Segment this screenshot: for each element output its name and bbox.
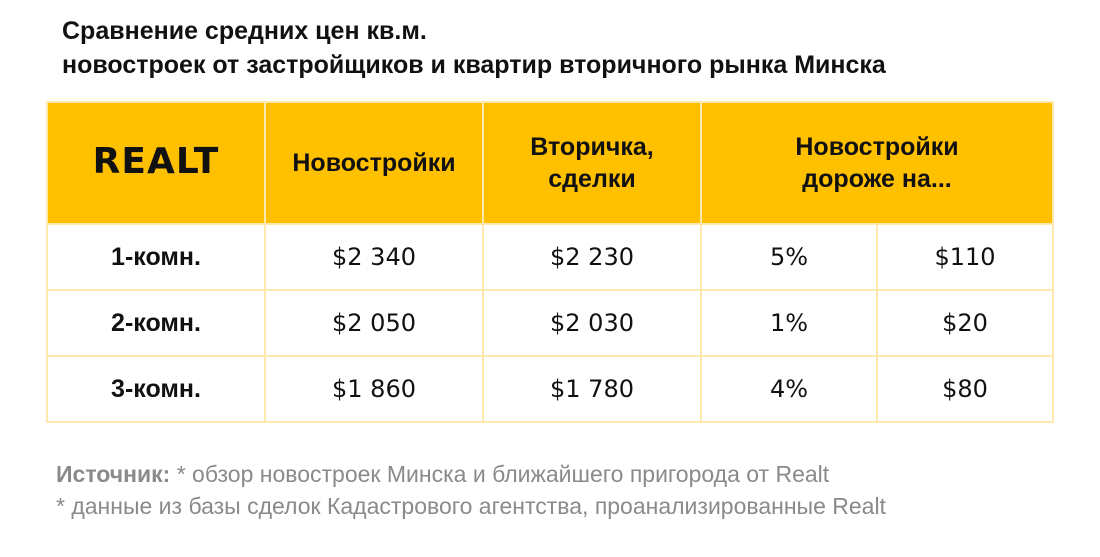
cell-secondary: $1 780 xyxy=(482,355,702,423)
source-line-1-text: * обзор новостроек Минска и ближайшего п… xyxy=(170,461,830,487)
source-line-2: * данные из базы сделок Кадастрового аге… xyxy=(56,493,886,519)
cell-diff-usd: $80 xyxy=(875,355,1055,423)
title-line-2: новостроек от застройщиков и квартир вто… xyxy=(62,51,886,79)
realt-logo: REALT xyxy=(92,140,220,182)
chart-title: Сравнение средних цен кв.м. новостроек о… xyxy=(62,14,886,82)
header-diff: Новостройки дороже на... xyxy=(699,101,1055,225)
cell-new-buildings: $1 860 xyxy=(264,355,484,423)
cell-diff-percent: 1% xyxy=(700,289,878,357)
table-row: 3-комн. $1 860 $1 780 4% $80 xyxy=(46,355,1055,423)
table-header-row: REALT Новостройки Вторичка, сделки Новос… xyxy=(46,101,1055,225)
cell-diff-percent: 5% xyxy=(700,223,878,291)
cell-new-buildings: $2 050 xyxy=(264,289,484,357)
row-label: 2-комн. xyxy=(46,289,266,357)
row-label: 1-комн. xyxy=(46,223,266,291)
cell-new-buildings: $2 340 xyxy=(264,223,484,291)
logo-cell: REALT xyxy=(46,101,266,225)
cell-diff-usd: $20 xyxy=(875,289,1055,357)
price-comparison-table: REALT Новостройки Вторичка, сделки Новос… xyxy=(46,101,1055,423)
cell-secondary: $2 030 xyxy=(482,289,702,357)
source-label: Источник: xyxy=(56,461,171,487)
cell-secondary: $2 230 xyxy=(482,223,702,291)
title-line-1: Сравнение средних цен кв.м. xyxy=(62,17,427,45)
header-secondary: Вторичка, сделки xyxy=(482,101,702,225)
header-new-buildings: Новостройки xyxy=(264,101,484,225)
row-label: 3-комн. xyxy=(46,355,266,423)
source-line-1: Источник: * обзор новостроек Минска и бл… xyxy=(56,458,886,490)
source-note: Источник: * обзор новостроек Минска и бл… xyxy=(56,458,886,522)
table-row: 1-комн. $2 340 $2 230 5% $110 xyxy=(46,223,1055,291)
cell-diff-percent: 4% xyxy=(700,355,878,423)
table-row: 2-комн. $2 050 $2 030 1% $20 xyxy=(46,289,1055,357)
cell-diff-usd: $110 xyxy=(875,223,1055,291)
